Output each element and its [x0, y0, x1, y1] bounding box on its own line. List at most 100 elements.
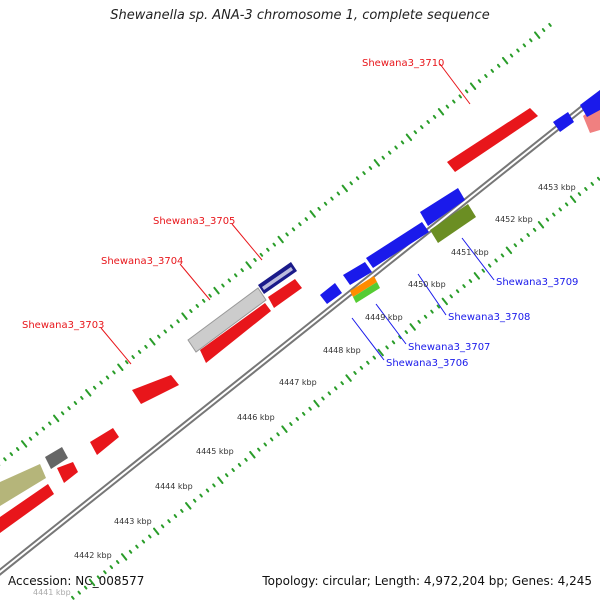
ruler-tick: [345, 374, 352, 382]
ruler-tick: [321, 396, 325, 401]
ruler-tick: [468, 279, 473, 283]
summary-text: Topology: circular; Length: 4,972,204 bp…: [262, 574, 592, 588]
ruler-tick: [366, 360, 370, 365]
scale-label: 4446 kbp: [237, 413, 275, 422]
reverse-strand-genes: [320, 90, 600, 304]
ruler-tick: [253, 258, 257, 262]
ruler-tick: [85, 389, 92, 397]
gene-arrow[interactable]: [200, 303, 271, 363]
scale-labels: 4441 kbp 4442 kbp 4443 kbp 4444 kbp 4445 kbp…: [33, 183, 576, 597]
ruler-tick: [9, 452, 14, 457]
ruler-tick: [484, 74, 488, 78]
ruler-tick: [398, 335, 402, 340]
gene-arrow[interactable]: [320, 283, 342, 304]
gene-arrow[interactable]: [580, 90, 600, 117]
ruler-tick: [372, 355, 376, 360]
gene-label-3707[interactable]: Shewana3_3707: [408, 342, 490, 353]
gene-arrow[interactable]: [366, 222, 429, 268]
gene-box[interactable]: [45, 447, 68, 469]
gene-labels-bottom: Shewana3_3709 Shewana3_3708 Shewana3_370…: [351, 237, 578, 369]
ruler-tick: [545, 217, 550, 222]
ruler-tick: [327, 391, 332, 396]
scale-label: 4443 kbp: [114, 517, 152, 526]
ruler-tick: [83, 585, 88, 590]
gene-arrow[interactable]: [343, 262, 372, 285]
accession-text: Accession: NC_008577: [8, 574, 145, 588]
ruler-tick: [263, 442, 267, 447]
ruler-tick: [266, 247, 270, 252]
ruler-tick: [298, 222, 302, 227]
gene-arrow[interactable]: [447, 108, 538, 172]
ruler-tick: [313, 399, 320, 408]
ruler-tick: [340, 381, 344, 386]
ruler-tick: [180, 508, 184, 513]
ruler-tick: [487, 263, 492, 268]
ruler-tick: [221, 283, 225, 288]
ruler-tick: [394, 145, 398, 150]
ruler-tick: [377, 348, 384, 357]
ruler-tick: [257, 447, 261, 452]
ruler-tick: [88, 578, 96, 587]
ruler-tick: [249, 450, 256, 459]
ruler-tick: [115, 560, 120, 564]
gene-label-3704[interactable]: Shewana3_3704: [101, 256, 183, 267]
ruler-tick: [596, 176, 600, 181]
ruler-tick: [163, 329, 167, 334]
ruler-tick: [208, 293, 212, 298]
ruler-tick: [387, 150, 392, 155]
ruler-tick: [430, 309, 434, 314]
ruler-tick: [353, 371, 357, 375]
gene-arrow[interactable]: [553, 112, 574, 132]
ruler-tick: [349, 181, 353, 186]
gene-arrow[interactable]: [57, 462, 78, 483]
ruler-tick: [437, 108, 445, 116]
gene-label-3706[interactable]: Shewana3_3706: [386, 358, 468, 369]
ruler-tick: [199, 493, 203, 498]
ruler-tick: [291, 227, 296, 232]
gene-box[interactable]: [430, 204, 476, 243]
ruler-tick: [295, 416, 300, 421]
gene-label-3705[interactable]: Shewana3_3705: [153, 216, 235, 227]
ruler-tick: [285, 232, 289, 237]
ruler-tick: [373, 159, 381, 167]
ruler-tick: [590, 181, 595, 186]
ruler-tick: [99, 380, 103, 385]
ruler-tick: [420, 125, 424, 130]
scale-label: 4450 kbp: [408, 280, 446, 289]
ruler-tick: [522, 43, 527, 48]
gene-label-3710[interactable]: Shewana3_3710: [362, 58, 444, 69]
ruler-tick: [281, 425, 288, 433]
scale-label: 4451 kbp: [451, 248, 489, 257]
gene-label-3703[interactable]: Shewana3_3703: [22, 320, 104, 331]
gene-box[interactable]: [262, 267, 293, 290]
ruler-tick: [391, 340, 396, 345]
ruler-tick: [153, 527, 160, 536]
gene-arrow[interactable]: [0, 484, 54, 533]
ruler-tick: [494, 258, 498, 263]
ruler-tick: [323, 201, 328, 206]
gene-arrow[interactable]: [132, 375, 179, 404]
ruler-tick: [109, 565, 114, 570]
ruler-tick: [20, 440, 28, 448]
gene-arrow[interactable]: [420, 188, 465, 226]
gene-box[interactable]: [353, 282, 380, 303]
gene-arrow[interactable]: [268, 279, 302, 308]
ruler-tick: [362, 171, 366, 176]
gene-box[interactable]: [187, 287, 267, 353]
gene-label-3708[interactable]: Shewana3_3708: [448, 312, 530, 323]
forward-strand-genes: [0, 103, 600, 533]
ruler-tick: [3, 457, 7, 462]
ruler-tick: [584, 187, 588, 191]
gene-label-3709[interactable]: Shewana3_3709: [496, 277, 578, 288]
ruler-tick: [359, 365, 364, 370]
ruler-tick: [80, 395, 84, 400]
ruler-tick: [160, 524, 165, 529]
gene-box[interactable]: [350, 276, 377, 297]
ruler-tick: [496, 63, 501, 68]
gene-arrow[interactable]: [90, 428, 119, 455]
ruler-tick: [53, 414, 60, 423]
ruler-tick: [516, 48, 520, 53]
ruler-tick: [149, 337, 156, 346]
gene-box[interactable]: [0, 464, 46, 506]
